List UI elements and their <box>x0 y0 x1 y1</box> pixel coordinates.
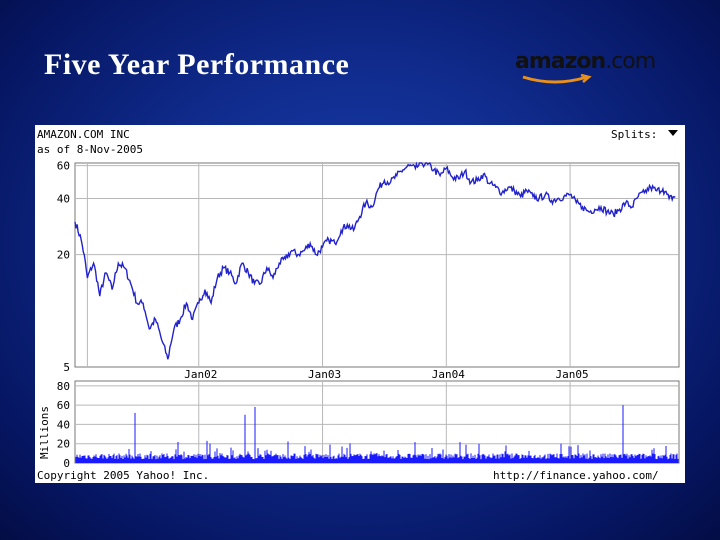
price-series-line <box>74 161 676 360</box>
price-y-tick-label: 5 <box>63 361 70 374</box>
price-x-ticks: Jan02 Jan03 Jan04 Jan05 <box>184 368 588 381</box>
volume-y-tick-label: 40 <box>57 418 70 431</box>
price-x-tick-label: Jan03 <box>308 368 341 381</box>
stock-chart-svg: AMAZON.COM INC as of 8-Nov-2005 Splits: … <box>37 128 680 482</box>
volume-y-tick-label: 60 <box>57 399 70 412</box>
splits-dropdown-icon[interactable] <box>668 130 678 136</box>
volume-y-tick-label: 0 <box>63 457 70 470</box>
volume-y-tick-label: 20 <box>57 438 70 451</box>
volume-bars <box>75 405 679 463</box>
copyright-text: Copyright 2005 Yahoo! Inc. <box>37 469 209 482</box>
price-y-tick-label: 60 <box>57 160 70 173</box>
splits-label[interactable]: Splits: <box>611 128 657 141</box>
volume-panel-frame <box>74 380 680 464</box>
slide-title: Five Year Performance <box>44 48 350 81</box>
chart-subtitle: as of 8-Nov-2005 <box>37 143 143 156</box>
chart-title: AMAZON.COM INC <box>37 128 130 141</box>
price-x-tick-label: Jan04 <box>432 368 465 381</box>
amazon-logo-word: amazon <box>515 49 606 74</box>
volume-axis-label: Millions <box>38 406 51 459</box>
price-panel-frame <box>74 162 680 368</box>
amazon-logo: amazon.com <box>515 50 685 90</box>
source-url-link[interactable]: http://finance.yahoo.com/ <box>493 469 659 482</box>
amazon-logo-suffix: .com <box>605 49 656 74</box>
price-grid <box>75 163 679 367</box>
stock-chart: AMAZON.COM INC as of 8-Nov-2005 Splits: … <box>35 125 685 483</box>
price-x-tick-label: Jan05 <box>556 368 589 381</box>
volume-y-ticks: 0 20 40 60 80 <box>57 380 70 470</box>
price-y-tick-label: 40 <box>57 193 70 206</box>
price-y-tick-label: 20 <box>57 249 70 262</box>
price-x-tick-label: Jan02 <box>184 368 217 381</box>
amazon-smile-icon <box>522 73 592 84</box>
volume-grid <box>75 381 679 463</box>
amazon-logo-text: amazon.com <box>515 50 685 74</box>
price-y-ticks: 5 20 40 60 <box>57 160 70 374</box>
volume-y-tick-label: 80 <box>57 380 70 393</box>
